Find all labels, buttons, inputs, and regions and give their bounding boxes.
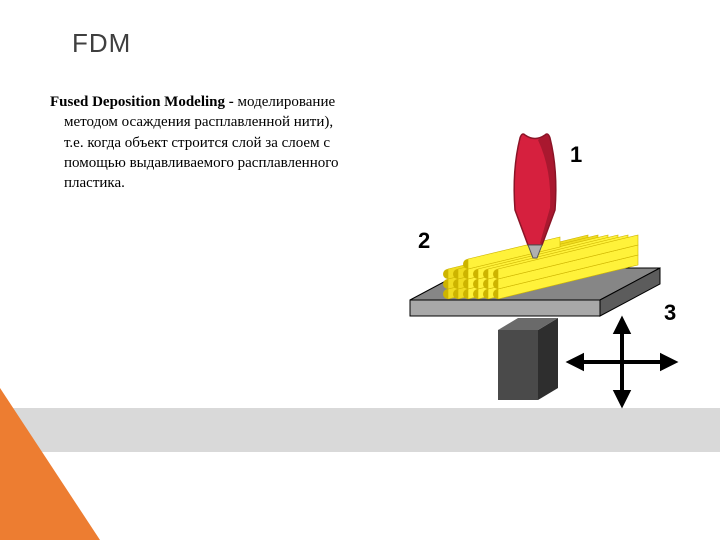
label-2: 2 [418, 228, 430, 254]
label-1: 1 [570, 142, 582, 168]
fdm-diagram: 1 2 3 [360, 100, 700, 420]
diagram-svg [360, 100, 700, 420]
arrows-icon [570, 320, 674, 404]
label-3: 3 [664, 300, 676, 326]
accent-orange-triangle [0, 0, 120, 540]
pedestal [498, 318, 558, 400]
orange-poly [0, 388, 100, 540]
slide: FDM Fused Deposition Modeling - моделиро… [0, 0, 720, 540]
